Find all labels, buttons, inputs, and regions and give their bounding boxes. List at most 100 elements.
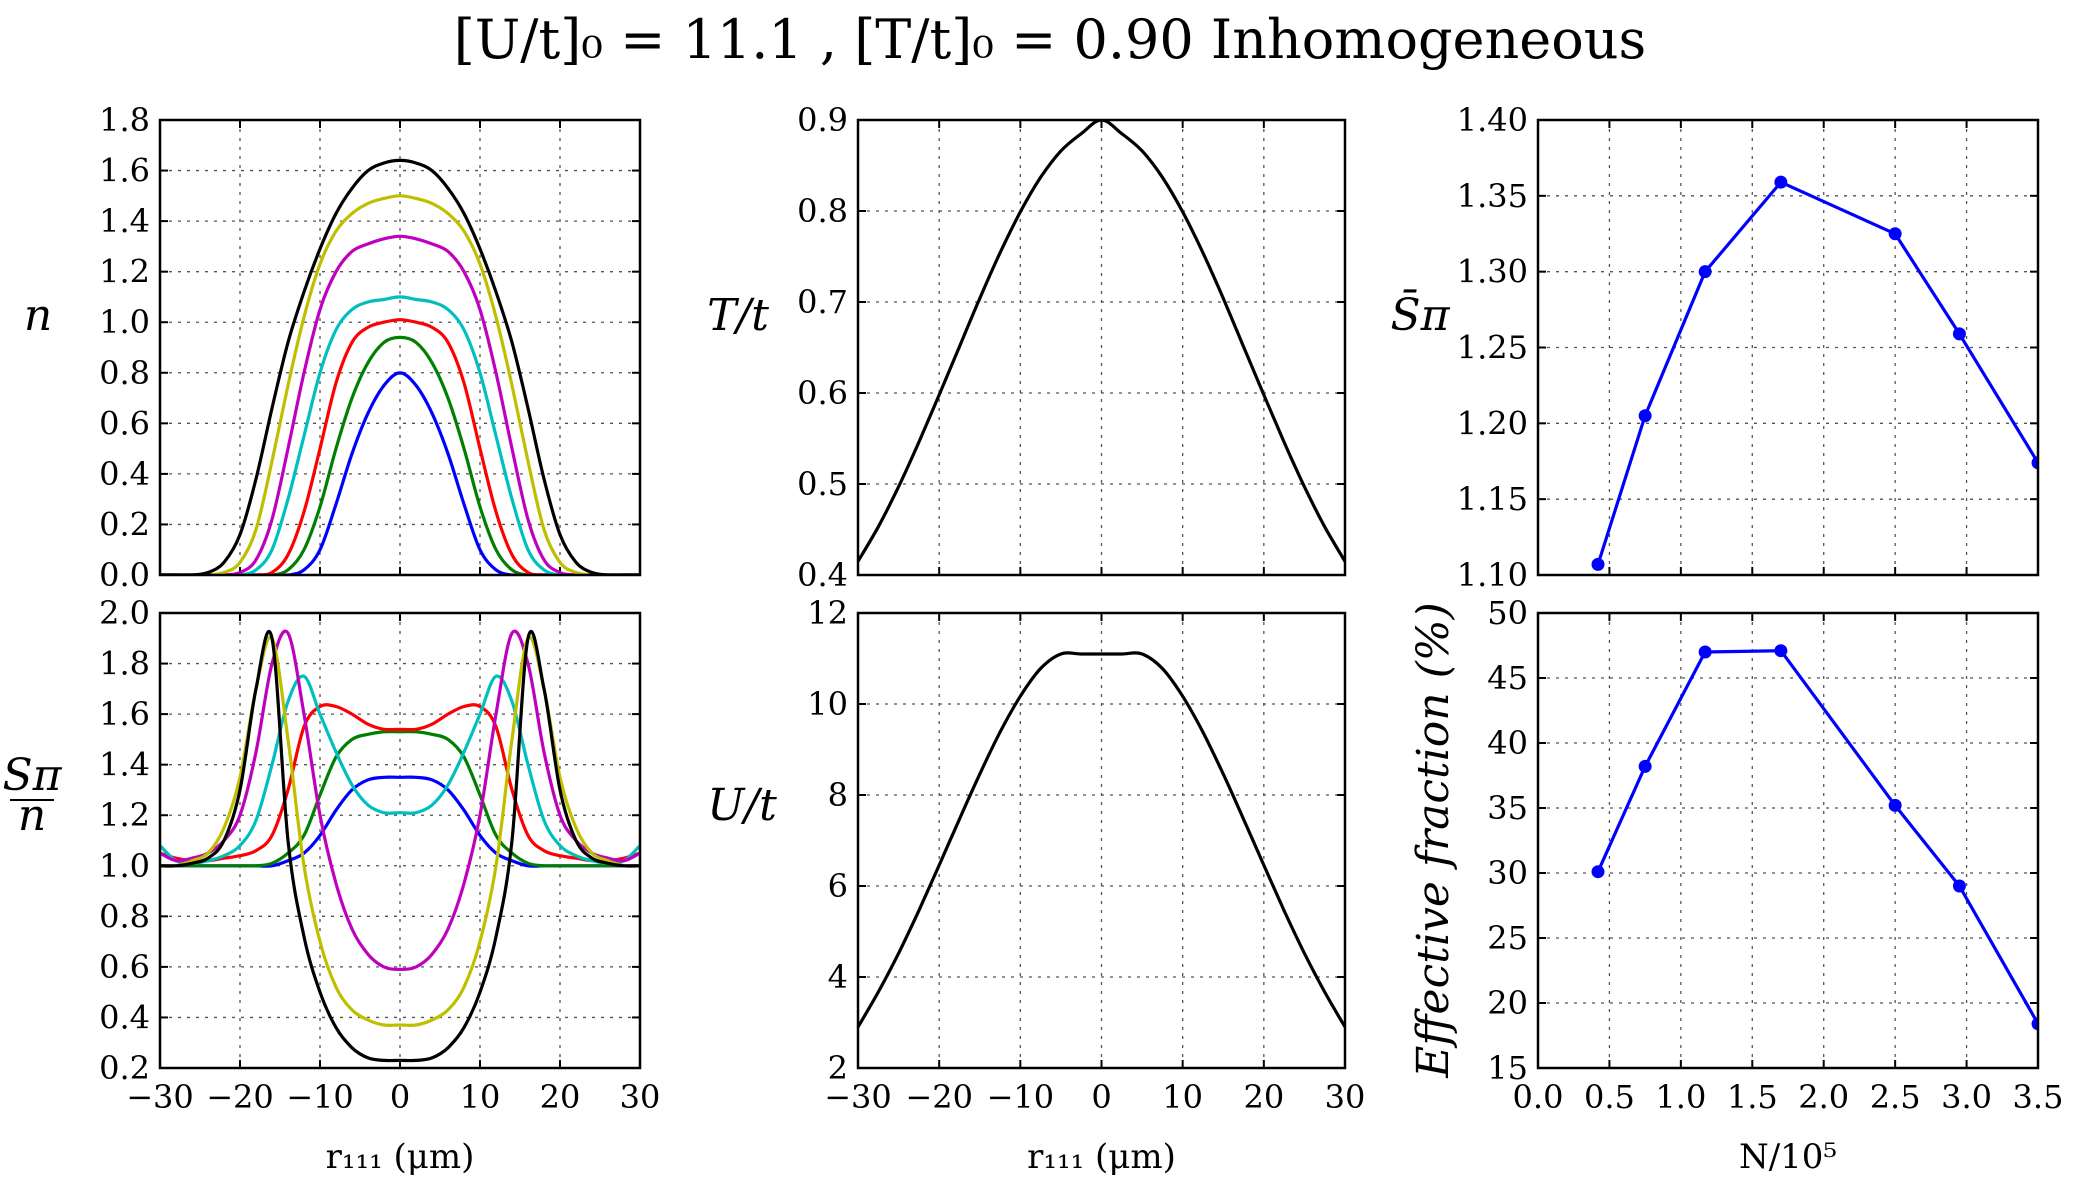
series-line-0 <box>1596 649 2038 1025</box>
series-line-0 <box>160 371 640 575</box>
svg-text:n: n <box>18 790 46 841</box>
y-tick-label: 0.0 <box>99 556 150 594</box>
axes-frame <box>158 611 642 1070</box>
x-tick-label: 2.5 <box>1870 1078 1921 1116</box>
series-group <box>160 158 640 575</box>
y-tick-label: 12 <box>807 594 848 632</box>
series-group <box>1591 175 2038 571</box>
y-tick-label: 2.0 <box>99 594 150 632</box>
series-line-0 <box>858 120 1345 563</box>
chart-interaction: −30 −20 −10 0 10 20 30 2 4 6 8 10 12 U/t r₁₁₁ (μm) <box>707 594 1365 1177</box>
data-point <box>1638 759 1652 773</box>
x-axis-label: r₁₁₁ (μm) <box>1027 1137 1176 1177</box>
y-tick-label: 0.8 <box>99 897 150 935</box>
x-tick-label: −30 <box>824 1078 892 1116</box>
series-line-0 <box>1596 180 2038 565</box>
y-tick-label: 0.4 <box>797 556 848 594</box>
series-group <box>858 651 1345 1028</box>
data-point <box>1774 175 1788 189</box>
x-tick-label: 3.5 <box>2013 1078 2064 1116</box>
y-axis-label: S̄π <box>1390 288 1450 341</box>
y-tick-label: 50 <box>1487 594 1528 632</box>
y-axis-label: Sπn <box>2 750 62 841</box>
axes-frame <box>1536 118 2040 577</box>
series-line-4 <box>160 234 640 575</box>
x-axis-label: N/10⁵ <box>1739 1137 1837 1177</box>
series-group <box>858 120 1345 563</box>
y-tick-label: 0.4 <box>99 998 150 1036</box>
data-point <box>1698 265 1712 279</box>
y-tick-label: 1.15 <box>1457 480 1528 518</box>
x-tick-label: 0.0 <box>1513 1078 1564 1116</box>
x-tick-label: 1.5 <box>1727 1078 1778 1116</box>
y-axis-label: T/t <box>707 290 769 341</box>
chart-structure-factor: −30 −20 −10 0 10 20 30 0.2 0.4 0.6 0.8 1.0 1.2 1.4 1.6… <box>2 594 660 1177</box>
data-point <box>2031 1017 2038 1031</box>
series-line-2 <box>160 318 640 575</box>
x-tick-label: 3.0 <box>1941 1078 1992 1116</box>
x-tick-label: −10 <box>286 1078 354 1116</box>
x-tick-label: 1.0 <box>1655 1078 1706 1116</box>
y-tick-label: 1.25 <box>1457 329 1528 367</box>
chart-effective-fraction: 0.0 0.5 1.0 1.5 2.0 2.5 3.0 3.5 15 20 25 30 35 40 45 50… <box>1408 594 2063 1177</box>
y-tick-label: 6 <box>828 867 848 905</box>
y-tick-label: 1.4 <box>99 746 150 784</box>
y-tick-label: 0.6 <box>797 374 848 412</box>
x-tick-label: 30 <box>1325 1078 1366 1116</box>
series-line-6 <box>160 158 640 575</box>
y-tick-label: 4 <box>828 958 848 996</box>
x-tick-label: −30 <box>126 1078 194 1116</box>
y-tick-label: 0.9 <box>797 101 848 139</box>
y-tick-label: 1.0 <box>99 847 150 885</box>
chart-density: 0.0 0.2 0.4 0.6 0.8 1.0 1.2 1.4 1.6 1.8 n <box>24 101 642 594</box>
y-tick-label: 0.2 <box>99 1049 150 1087</box>
series-line-4 <box>160 629 640 971</box>
axes-frame <box>856 118 1347 577</box>
series-line-5 <box>160 194 640 575</box>
y-tick-label: 0.8 <box>797 192 848 230</box>
data-point <box>1638 409 1652 423</box>
y-tick-label: 1.4 <box>99 202 150 240</box>
figure-title: [U/t]₀ = 11.1 , [T/t]₀ = 0.90 Inhomogene… <box>454 8 1647 71</box>
axes-frame <box>856 611 1347 1070</box>
y-tick-label: 0.5 <box>797 465 848 503</box>
y-tick-label: 0.2 <box>99 505 150 543</box>
series-line-1 <box>160 730 640 868</box>
y-tick-label: 1.20 <box>1457 404 1528 442</box>
y-tick-label: 15 <box>1487 1049 1528 1087</box>
y-tick-label: 45 <box>1487 659 1528 697</box>
x-tick-label: 0 <box>390 1078 410 1116</box>
y-tick-label: 1.6 <box>99 152 150 190</box>
series-line-0 <box>858 651 1345 1028</box>
series-line-2 <box>160 703 640 863</box>
series-line-6 <box>160 629 640 1063</box>
y-tick-label: 0.7 <box>797 283 848 321</box>
x-tick-label: 2.0 <box>1798 1078 1849 1116</box>
series-line-1 <box>160 335 640 575</box>
data-point <box>1698 645 1712 659</box>
axes-frame <box>158 118 642 577</box>
x-tick-label: 10 <box>460 1078 501 1116</box>
x-tick-label: 20 <box>540 1078 581 1116</box>
data-point <box>1952 327 1966 341</box>
data-point <box>1591 557 1605 571</box>
y-tick-label: 0.6 <box>99 948 150 986</box>
svg-text:Sπ: Sπ <box>2 750 62 801</box>
y-tick-label: 20 <box>1487 984 1528 1022</box>
chart-temperature: 0.4 0.5 0.6 0.7 0.8 0.9 T/t <box>707 101 1347 594</box>
series-group <box>1591 644 2038 1031</box>
y-tick-label: 8 <box>828 776 848 814</box>
axes-frame <box>1536 611 2040 1070</box>
x-tick-label: 10 <box>1162 1078 1203 1116</box>
y-tick-label: 0.6 <box>99 404 150 442</box>
chart-s-pi-bar: 1.10 1.15 1.20 1.25 1.30 1.35 1.40 S̄π <box>1390 101 2040 594</box>
series-group <box>160 629 640 1063</box>
x-tick-label: 0.5 <box>1584 1078 1635 1116</box>
y-axis-label: Effective fraction (%) <box>1408 602 1459 1079</box>
y-tick-label: 1.40 <box>1457 101 1528 139</box>
y-tick-label: 10 <box>807 685 848 723</box>
x-tick-label: 30 <box>620 1078 661 1116</box>
y-tick-label: 1.0 <box>99 303 150 341</box>
y-tick-label: 35 <box>1487 789 1528 827</box>
